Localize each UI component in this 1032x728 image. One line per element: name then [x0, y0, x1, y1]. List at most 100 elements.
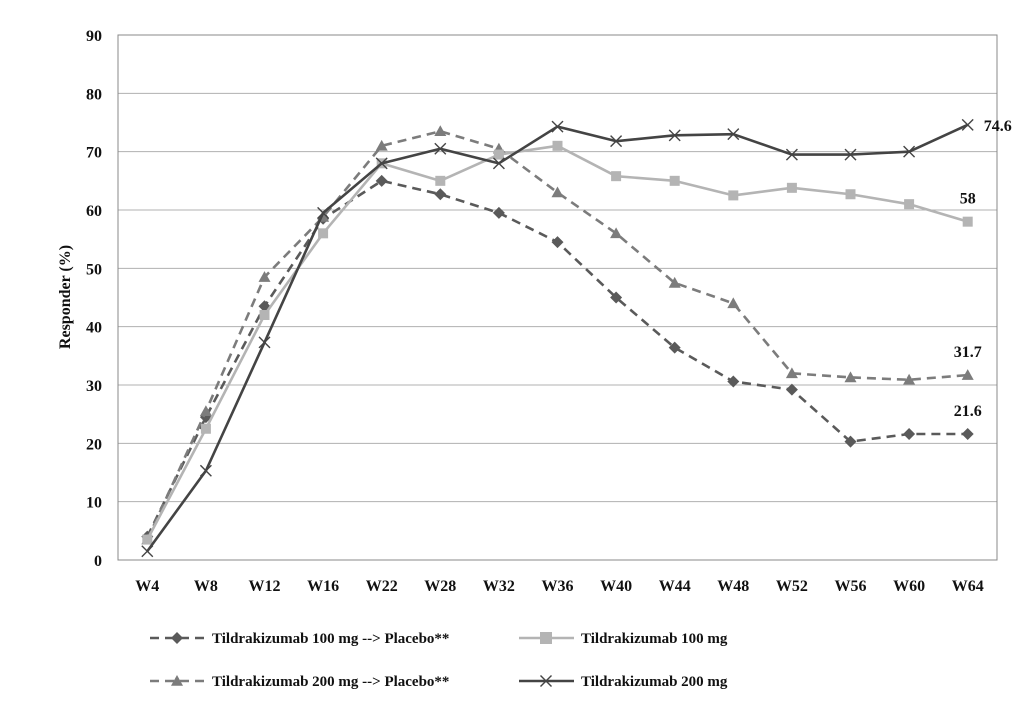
- data-point: [903, 145, 916, 158]
- data-point: [903, 428, 916, 440]
- data-point: [317, 206, 330, 219]
- data-point: [961, 369, 974, 380]
- series-group: [141, 118, 974, 558]
- legend-label: Tildrakizumab 100 mg: [581, 631, 728, 647]
- data-point: [668, 276, 681, 288]
- data-point: [727, 297, 740, 309]
- data-point: [785, 383, 798, 396]
- data-point: [142, 534, 153, 545]
- data-point: [785, 367, 798, 379]
- x-tick-label: W48: [717, 578, 749, 595]
- data-point: [540, 632, 552, 644]
- y-tick-label: 40: [86, 320, 102, 337]
- x-tick-label: W32: [483, 578, 515, 595]
- x-tick-label: W64: [952, 578, 984, 595]
- data-point: [200, 423, 211, 434]
- data-point: [961, 428, 974, 440]
- data-point: [375, 139, 388, 151]
- y-tick-label: 30: [86, 378, 102, 395]
- legend-item: Tildrakizumab 200 mg: [519, 674, 728, 690]
- data-point: [844, 435, 857, 448]
- data-point: [375, 157, 388, 170]
- series-group: [141, 174, 974, 543]
- x-tick-label: W12: [249, 578, 281, 595]
- data-point: [611, 171, 622, 182]
- data-point: [375, 174, 388, 187]
- data-point: [141, 545, 154, 558]
- data-point: [844, 148, 857, 161]
- y-axis-ticks: 0 10 20 30 40 50 60 70 80 90: [86, 28, 102, 570]
- data-labels: 21.6 31.7 58 74.6: [954, 118, 1012, 420]
- data-point: [844, 371, 857, 383]
- data-point: [540, 675, 552, 687]
- data-point: [845, 189, 856, 200]
- data-point: [785, 148, 798, 161]
- x-tick-label: W16: [307, 578, 339, 595]
- plot-area-border: [117, 34, 998, 561]
- x-tick-label: W22: [366, 578, 398, 595]
- y-tick-label: 60: [86, 203, 102, 220]
- data-point: [492, 206, 505, 219]
- data-point: [434, 125, 447, 137]
- data-point: [904, 199, 915, 210]
- data-point: [610, 291, 623, 304]
- data-point: [668, 129, 681, 142]
- data-point: [786, 182, 797, 193]
- data-point: [318, 228, 329, 239]
- legend-label: Tildrakizumab 200 mg --> Placebo**: [212, 674, 449, 690]
- x-tick-label: W44: [659, 578, 691, 595]
- x-tick-label: W52: [776, 578, 808, 595]
- data-point: [171, 632, 183, 644]
- x-tick-label: W40: [600, 578, 632, 595]
- y-tick-label: 10: [86, 495, 102, 512]
- legend-label: Tildrakizumab 200 mg: [581, 674, 728, 690]
- data-point: [199, 405, 212, 417]
- x-tick-label: W8: [194, 578, 218, 595]
- data-point: [669, 175, 680, 186]
- data-point: [435, 175, 446, 186]
- series-group: [142, 140, 973, 545]
- end-value-label: 21.6: [954, 403, 982, 420]
- y-tick-label: 0: [94, 553, 102, 570]
- series-line: [146, 144, 969, 541]
- data-point: [551, 186, 564, 198]
- data-point: [610, 135, 623, 148]
- series-group: [141, 125, 974, 545]
- legend-item: Tildrakizumab 200 mg --> Placebo**: [150, 674, 449, 690]
- data-point: [961, 118, 974, 131]
- x-tick-label: W28: [424, 578, 456, 595]
- data-point: [258, 271, 271, 282]
- data-point: [727, 375, 740, 388]
- data-point: [962, 216, 973, 227]
- y-tick-label: 90: [86, 28, 102, 45]
- data-point: [610, 227, 623, 239]
- data-point: [259, 310, 270, 320]
- data-point: [551, 120, 564, 133]
- x-tick-label: W56: [835, 578, 867, 595]
- data-point: [199, 464, 212, 477]
- x-tick-label: W4: [135, 578, 159, 595]
- data-point: [551, 236, 564, 249]
- data-point: [434, 142, 447, 155]
- series-lines: [141, 118, 974, 558]
- data-point: [728, 190, 739, 201]
- data-point: [492, 157, 505, 170]
- data-point: [258, 336, 271, 349]
- data-point: [552, 140, 563, 151]
- data-point: [434, 188, 447, 201]
- y-tick-label: 50: [86, 261, 102, 278]
- x-tick-label: W60: [893, 578, 925, 595]
- data-point: [727, 128, 740, 141]
- end-value-label: 31.7: [954, 344, 982, 361]
- x-tick-label: W36: [542, 578, 574, 595]
- legend-label: Tildrakizumab 100 mg --> Placebo**: [212, 631, 449, 647]
- data-point: [171, 675, 183, 686]
- gridlines: [118, 92, 997, 503]
- series-line: [146, 179, 968, 538]
- series-line: [146, 129, 968, 541]
- y-tick-label: 80: [86, 86, 102, 103]
- data-point: [493, 149, 504, 160]
- y-tick-label: 20: [86, 436, 102, 453]
- data-point: [668, 341, 681, 354]
